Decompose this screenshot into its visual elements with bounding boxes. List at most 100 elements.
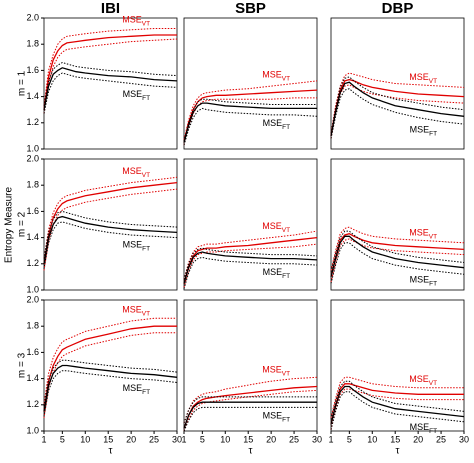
band-line <box>330 391 465 430</box>
band-line <box>330 230 465 272</box>
series-line <box>43 67 178 110</box>
x-tick-label: 25 <box>436 434 446 444</box>
series-label: MSEVT <box>409 374 437 387</box>
column-title: SBP <box>235 0 266 17</box>
series-label-main: MSE <box>262 365 282 375</box>
band-line <box>43 210 178 259</box>
band-line <box>183 406 317 432</box>
band-line <box>183 98 317 142</box>
y-tick-label: 1.6 <box>26 206 39 216</box>
x-tick-label: 15 <box>243 434 253 444</box>
series-label-sub: VT <box>142 21 150 28</box>
band-line <box>43 359 178 407</box>
y-tick-label: 1.8 <box>26 321 39 331</box>
row-label: m = 3 <box>17 352 28 378</box>
band-line <box>183 243 318 288</box>
row-label: m = 2 <box>17 211 28 237</box>
series-label-sub: FT <box>142 389 150 396</box>
series-label-main: MSE <box>263 411 283 421</box>
x-tick-label: 25 <box>289 434 299 444</box>
y-tick-label: 2.0 <box>26 12 39 22</box>
series-label-sub: VT <box>282 76 290 83</box>
series-label-sub: FT <box>142 246 150 253</box>
y-axis-label: Entropy Measure <box>4 186 15 263</box>
series-label: MSEVT <box>262 70 290 83</box>
series-label-main: MSE <box>122 166 142 176</box>
plot-frame <box>43 299 178 432</box>
series-label-sub: VT <box>429 78 437 85</box>
series-label-sub: FT <box>429 281 437 288</box>
series-label-sub: VT <box>429 380 437 387</box>
series-line <box>43 34 177 110</box>
series-label: MSEFT <box>123 240 150 253</box>
y-tick-label: 1.4 <box>26 232 39 242</box>
x-tick-label: 10 <box>367 434 377 444</box>
series-line <box>183 401 317 429</box>
series-label: MSEFT <box>263 118 290 131</box>
plot-frame <box>330 299 465 432</box>
row-label: m = 1 <box>17 70 28 96</box>
plot-frame <box>183 158 318 291</box>
plot-frame <box>330 158 465 291</box>
x-axis-label: τ <box>109 446 113 457</box>
band-line <box>183 230 318 280</box>
x-tick-label: 1 <box>41 434 46 444</box>
band-line <box>330 376 464 419</box>
column-title: DBP <box>382 0 414 17</box>
series-label: MSEVT <box>262 365 290 378</box>
series-label-main: MSE <box>409 228 429 238</box>
series-line <box>43 364 178 412</box>
series-label: MSEVT <box>409 72 437 85</box>
y-tick-label: 1.2 <box>26 399 39 409</box>
x-tick-label: 5 <box>200 434 205 444</box>
series-line <box>183 102 317 143</box>
y-tick-label: 1.0 <box>26 425 39 435</box>
x-axis-label: τ <box>249 446 253 457</box>
band-line <box>183 389 318 432</box>
series-label-main: MSE <box>263 118 283 128</box>
series-line <box>330 383 464 425</box>
series-label: MSEVT <box>122 15 150 28</box>
series-label: MSEFT <box>123 383 150 396</box>
band-line <box>43 38 178 114</box>
band-line <box>330 72 465 134</box>
y-tick-label: 1.2 <box>26 117 39 127</box>
series-label-sub: FT <box>142 95 150 102</box>
series-line <box>330 385 465 425</box>
series-label-main: MSE <box>123 383 143 393</box>
series-label-sub: VT <box>142 172 150 179</box>
series-label-main: MSE <box>262 70 282 80</box>
x-tick-label: 20 <box>266 434 276 444</box>
series-label: MSEFT <box>410 423 437 436</box>
series-line <box>183 236 318 284</box>
y-tick-label: 1.4 <box>26 373 39 383</box>
series-label-sub: FT <box>282 124 290 131</box>
series-label-main: MSE <box>410 275 430 285</box>
plot-frame <box>43 17 178 150</box>
series-label-sub: FT <box>429 428 437 435</box>
band-line <box>330 242 465 284</box>
series-label: MSEFT <box>263 267 290 280</box>
band-line <box>330 238 465 283</box>
series-line <box>43 181 178 264</box>
series-label: MSEVT <box>122 166 150 179</box>
x-tick-label: 1 <box>181 434 186 444</box>
series-label-main: MSE <box>122 15 142 25</box>
x-tick-label: 10 <box>80 434 90 444</box>
x-tick-label: 15 <box>103 434 113 444</box>
y-tick-label: 1.0 <box>26 284 39 294</box>
plot-frame <box>183 17 318 150</box>
band-line <box>183 376 318 424</box>
y-tick-label: 1.6 <box>26 65 39 75</box>
plot-frame <box>183 299 318 432</box>
series-label-main: MSE <box>122 305 142 315</box>
series-label-main: MSE <box>123 89 143 99</box>
y-tick-label: 1.2 <box>26 258 39 268</box>
band-line <box>43 317 177 404</box>
series-label: MSEFT <box>263 411 290 424</box>
series-label-sub: VT <box>282 227 290 234</box>
x-tick-label: 30 <box>459 434 469 444</box>
series-line <box>330 81 465 137</box>
y-tick-label: 1.8 <box>26 180 39 190</box>
